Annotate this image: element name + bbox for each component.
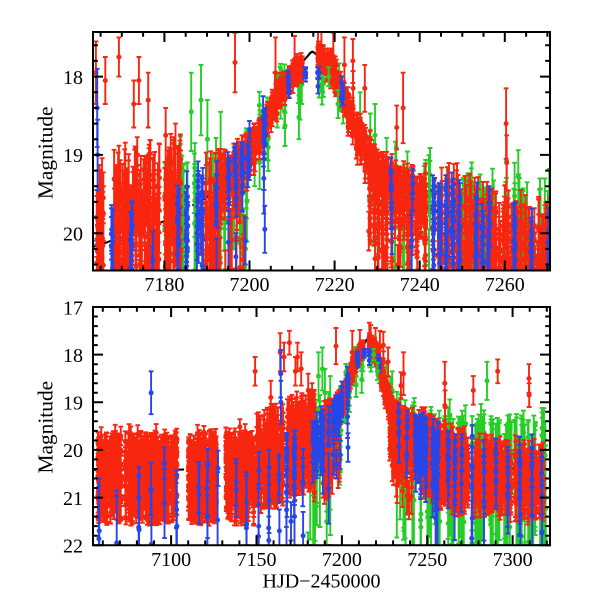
svg-text:Magnitude: Magnitude bbox=[34, 106, 58, 199]
svg-text:7100: 7100 bbox=[151, 549, 191, 571]
svg-text:17: 17 bbox=[63, 297, 83, 319]
svg-text:21: 21 bbox=[63, 488, 83, 510]
svg-text:7260: 7260 bbox=[485, 274, 525, 296]
svg-text:22: 22 bbox=[63, 536, 83, 558]
svg-text:7200: 7200 bbox=[230, 274, 270, 296]
svg-text:7180: 7180 bbox=[144, 274, 184, 296]
svg-text:7240: 7240 bbox=[400, 274, 440, 296]
svg-text:20: 20 bbox=[63, 440, 83, 462]
svg-text:19: 19 bbox=[63, 145, 83, 167]
svg-text:HJD−2450000: HJD−2450000 bbox=[263, 571, 381, 593]
svg-text:7250: 7250 bbox=[407, 549, 447, 571]
svg-text:18: 18 bbox=[63, 67, 83, 89]
svg-text:7220: 7220 bbox=[315, 274, 355, 296]
svg-text:7300: 7300 bbox=[493, 549, 533, 571]
svg-text:18: 18 bbox=[63, 345, 83, 367]
svg-text:7200: 7200 bbox=[322, 549, 362, 571]
svg-text:19: 19 bbox=[63, 393, 83, 415]
svg-text:20: 20 bbox=[63, 224, 83, 246]
svg-text:Magnitude: Magnitude bbox=[34, 381, 58, 474]
svg-text:7150: 7150 bbox=[237, 549, 277, 571]
